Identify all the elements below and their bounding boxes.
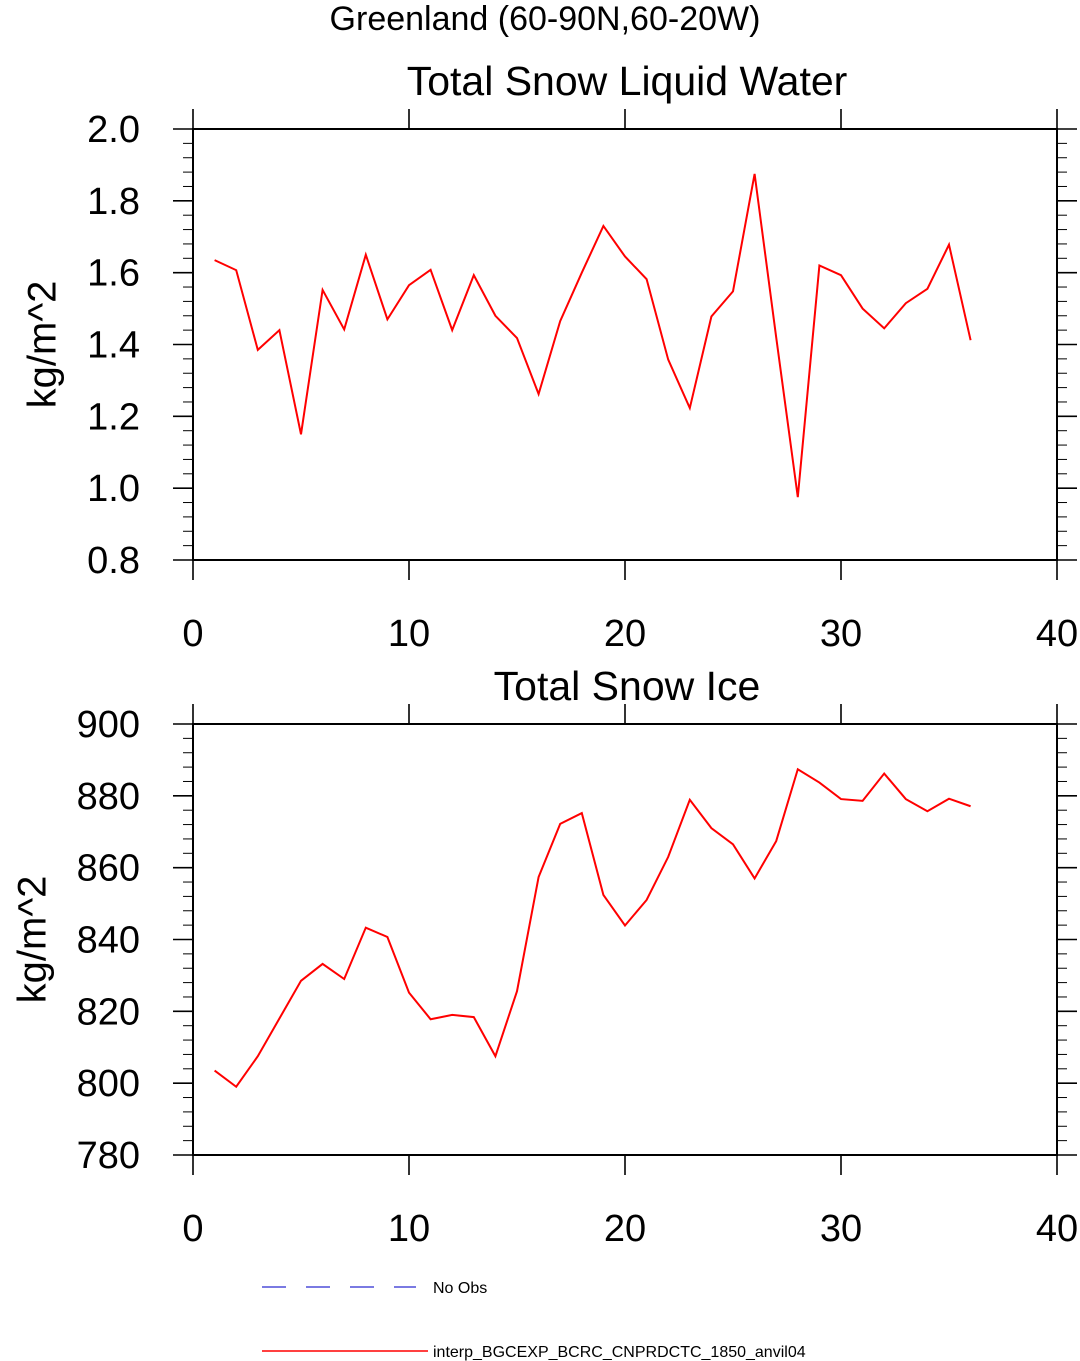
y-tick-label: 1.6 xyxy=(87,253,140,295)
legend-model-label: interp_BGCEXP_BCRC_CNPRDCTC_1850_anvil04 xyxy=(433,1344,806,1361)
panel-snow-liquid-water: 0.8 1.0 1.2 1.4 1.6 1.8 2.0 0 10 20 30 40 Total Snow… xyxy=(21,58,1079,655)
x-tick-label: 0 xyxy=(182,613,203,655)
series-line xyxy=(215,174,971,497)
y-tick-label: 2.0 xyxy=(87,109,140,151)
x-tick-label: 40 xyxy=(1036,1208,1078,1250)
y-tick-label: 1.2 xyxy=(87,396,140,438)
x-tick-label: 10 xyxy=(388,1208,430,1250)
legend-no-obs-label: No Obs xyxy=(433,1280,487,1297)
y-tick-label: 900 xyxy=(77,704,140,746)
figure-title: Greenland (60-90N,60-20W) xyxy=(330,0,761,38)
legend: No Obs interp_BGCEXP_BCRC_CNPRDCTC_1850_… xyxy=(262,1280,806,1361)
x-tick-label: 30 xyxy=(820,613,862,655)
x-tick-label: 20 xyxy=(604,613,646,655)
y-tick-label: 880 xyxy=(77,776,140,818)
y-tick-label: 0.8 xyxy=(87,540,140,582)
x-tick-label: 20 xyxy=(604,1208,646,1250)
y-tick-label: 1.0 xyxy=(87,468,140,510)
y-tick-label: 820 xyxy=(77,991,140,1033)
y-tick-label: 840 xyxy=(77,920,140,962)
panel-title: Total Snow Liquid Water xyxy=(407,58,848,104)
figure: Greenland (60-90N,60-20W) 0.8 1.0 1.2 1.4 1.… xyxy=(0,0,1080,1361)
x-tick-label: 40 xyxy=(1036,613,1078,655)
plot-frame xyxy=(193,724,1057,1155)
x-tick-label: 30 xyxy=(820,1208,862,1250)
y-tick-label: 1.8 xyxy=(87,181,140,223)
y-tick-label: 1.4 xyxy=(87,325,140,367)
y-tick-label: 800 xyxy=(77,1063,140,1105)
y-axis-label: kg/m^2 xyxy=(11,876,55,1004)
panel-title: Total Snow Ice xyxy=(494,663,761,709)
series-line xyxy=(215,769,971,1087)
y-axis-label: kg/m^2 xyxy=(21,281,65,409)
y-tick-label: 780 xyxy=(77,1135,140,1177)
panel-snow-ice: 780 800 820 840 860 880 900 0 10 20 30 40 Total Snow… xyxy=(11,663,1079,1250)
y-tick-label: 860 xyxy=(77,848,140,890)
x-tick-label: 0 xyxy=(182,1208,203,1250)
plot-frame xyxy=(193,129,1057,560)
x-tick-label: 10 xyxy=(388,613,430,655)
